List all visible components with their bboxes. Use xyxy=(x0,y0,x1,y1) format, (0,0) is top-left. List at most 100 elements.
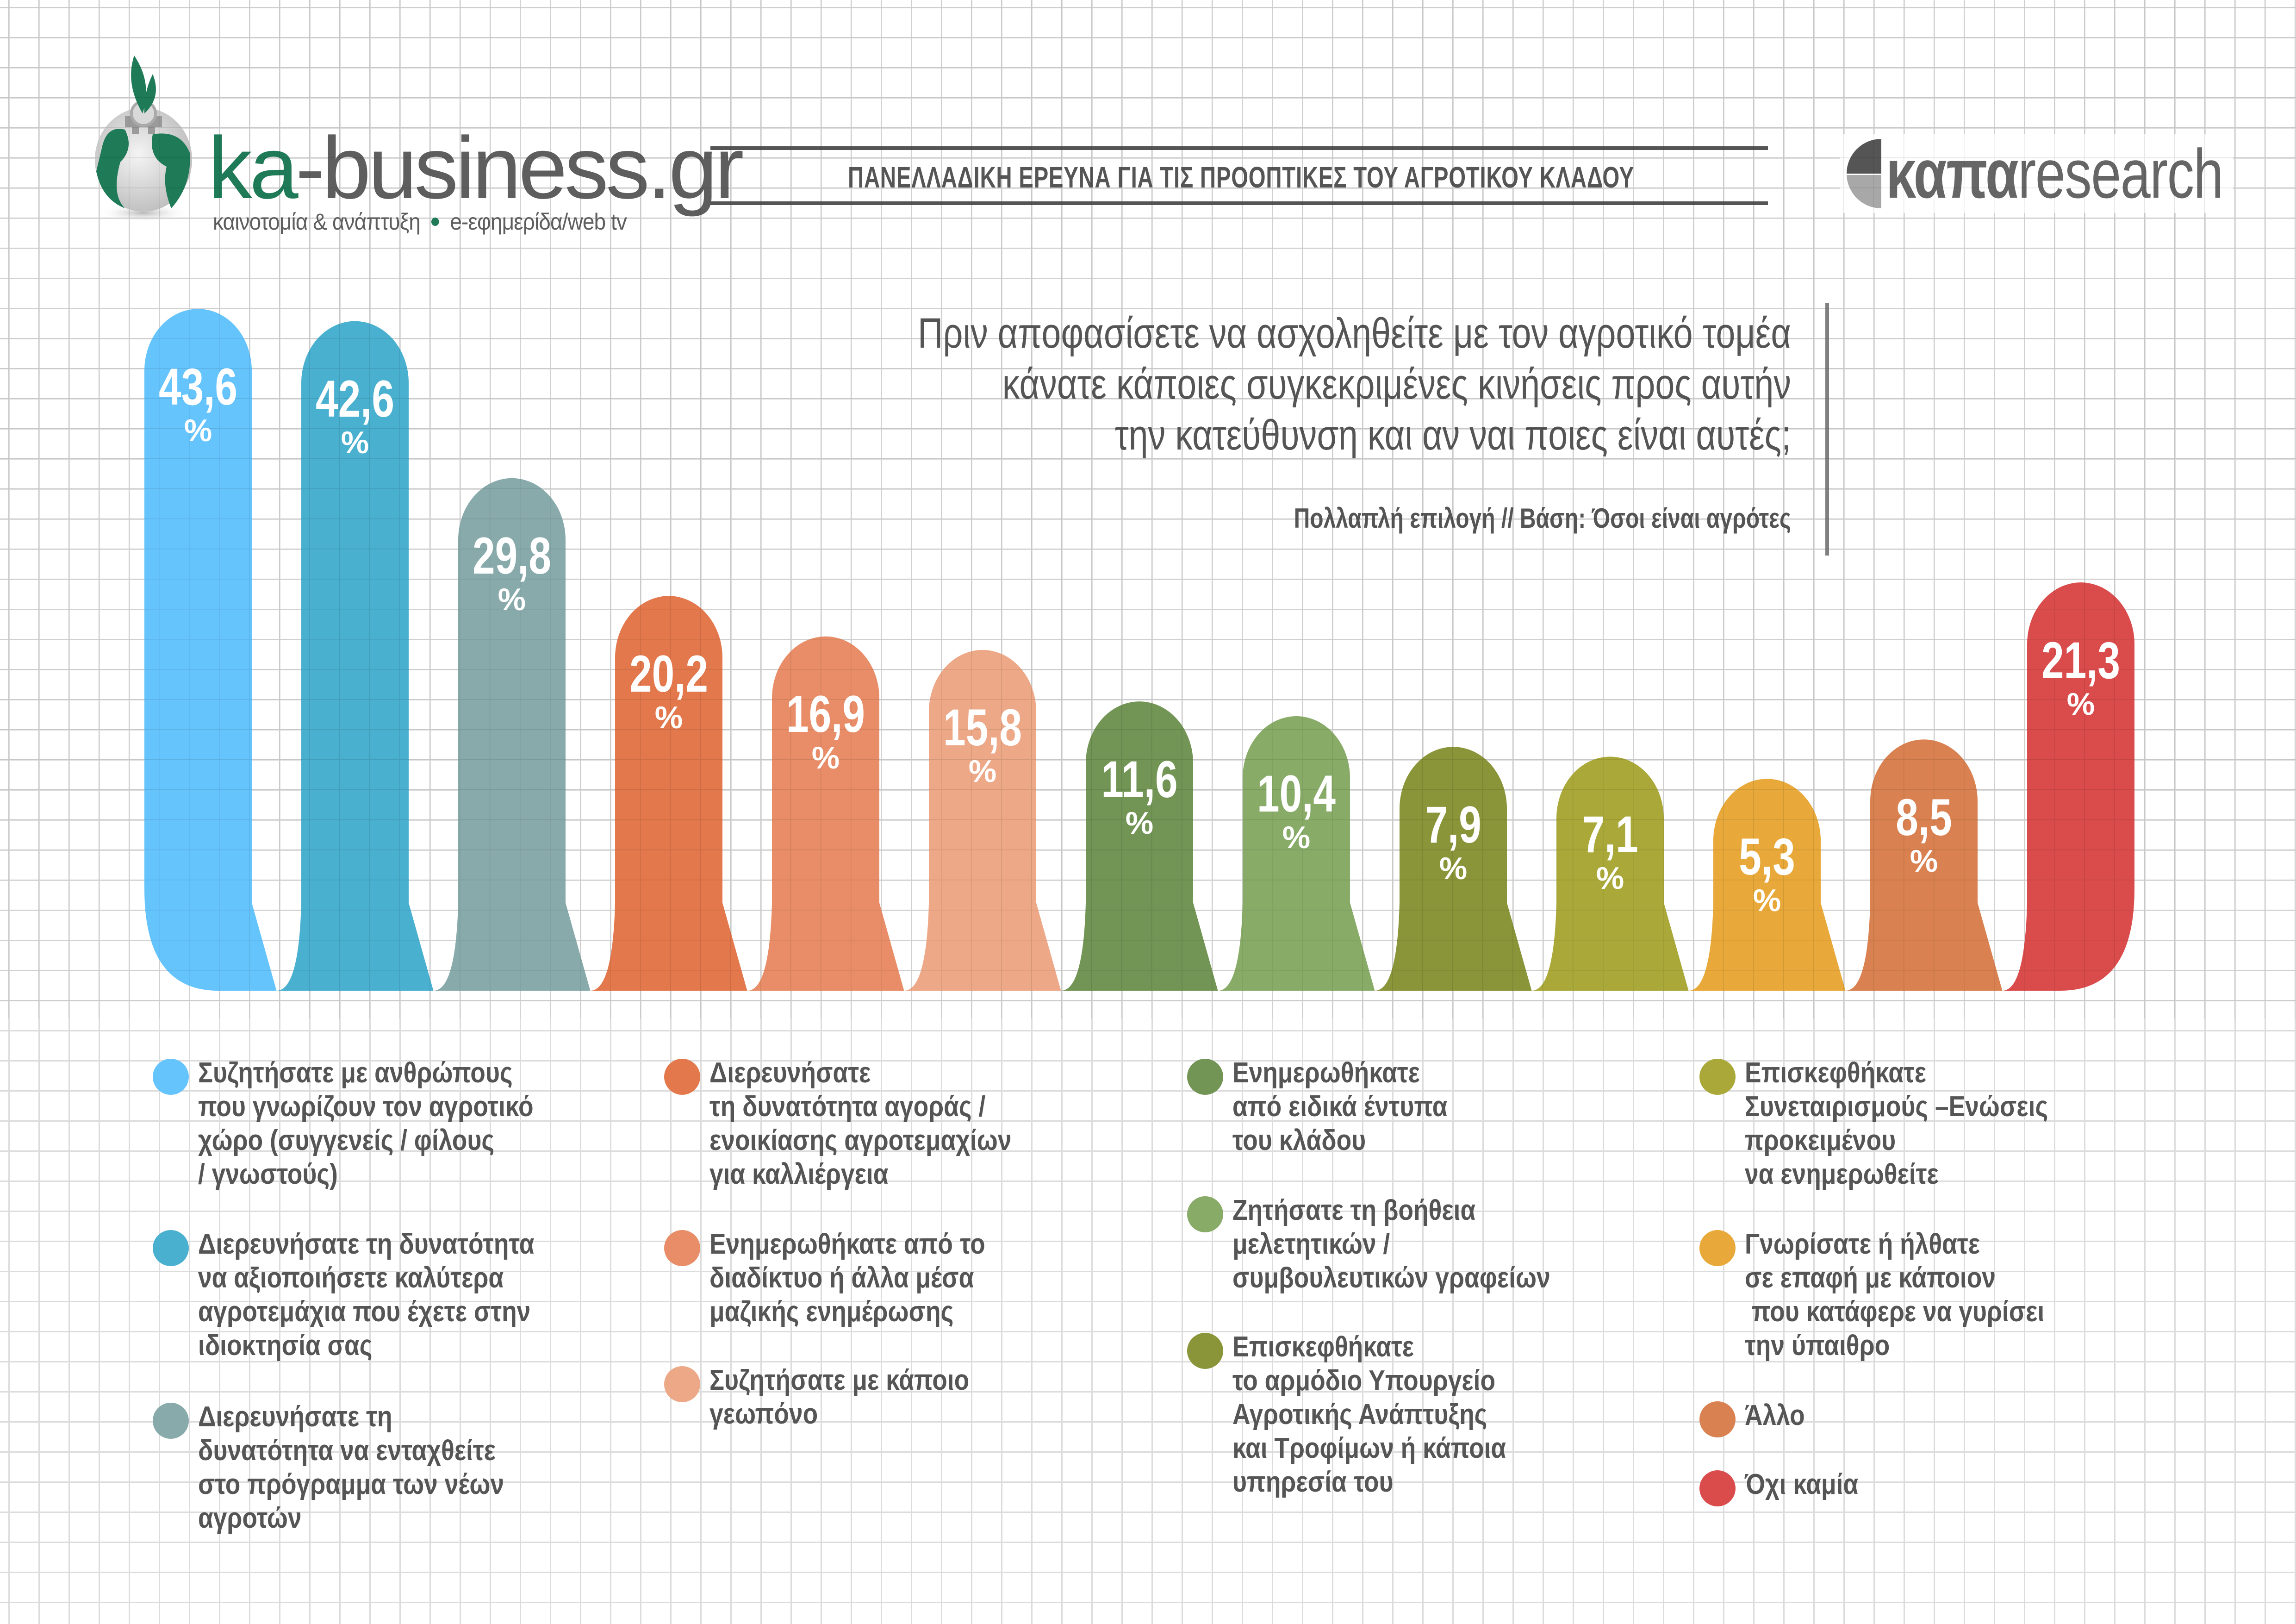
bar-value: 7,1 xyxy=(1582,805,1638,863)
bar-value-label: 7,1% xyxy=(1556,805,1664,896)
question-line: Πριν αποφασίσετε να ασχοληθείτε με τον α… xyxy=(917,310,1791,357)
bar-connector-right xyxy=(276,903,301,991)
legend-label: Άλλο xyxy=(1745,1399,1805,1431)
legend-color-dot-icon xyxy=(1699,1230,1736,1266)
legend-label: Γνωρίσατε ή ήλθατε σε επαφή με κάποιον π… xyxy=(1745,1228,2045,1362)
bar-connector-right xyxy=(433,903,458,991)
bar-value-label: 10,4% xyxy=(1243,765,1350,856)
bar-connector-left xyxy=(1036,903,1061,991)
legend-color-dot-icon xyxy=(153,1059,189,1095)
legend-color-dot-icon xyxy=(153,1403,189,1439)
bar-value-label: 15,8% xyxy=(929,702,1036,787)
bar-connector-right xyxy=(747,903,772,991)
bar-percent-sign: % xyxy=(341,425,369,461)
tagline-left: καινοτομία & ανάπτυξη xyxy=(213,209,421,235)
bar-connector-right xyxy=(904,903,929,991)
bar-connector-left xyxy=(1350,903,1375,991)
bar-connector-left xyxy=(409,903,434,991)
survey-title: ΠΑΝΕΛΛΑΔΙΚΗ ΕΡΕΥΝΑ ΓΙΑ ΤΙΣ ΠΡΟΟΠΤΙΚΕΣ ΤΟ… xyxy=(848,161,1634,194)
bar-percent-sign: % xyxy=(1596,860,1624,896)
bar xyxy=(1086,701,1193,991)
bar-connector-right xyxy=(1218,903,1243,991)
bar-connector-left xyxy=(1821,903,1846,991)
bar-value-label: 43,6% xyxy=(144,361,252,446)
bar-connector-left xyxy=(566,903,591,991)
kapa-research-wordmark: καπαresearch xyxy=(1886,139,2224,208)
bar-value: 21,3 xyxy=(2041,631,2121,689)
bar-percent-sign: % xyxy=(811,740,840,776)
bar-percent-sign: % xyxy=(1282,820,1311,856)
bar-percent-sign: % xyxy=(1753,882,1781,918)
legend-label: Συζητήσατε με κάποιο γεωπόνο xyxy=(709,1364,970,1430)
bar-value: 8,5 xyxy=(1896,788,1952,846)
bar-value-label: 16,9% xyxy=(772,688,879,774)
question-divider xyxy=(1825,303,1829,556)
question-line: κάνατε κάποιες συγκεκριμένες κινήσεις πρ… xyxy=(1002,361,1791,408)
question-text: Πριν αποφασίσετε να ασχοληθείτε με τον α… xyxy=(634,308,1791,461)
bullet-icon xyxy=(431,217,439,226)
bar-connector-right xyxy=(1531,903,1556,991)
bar-value-label: 8,5% xyxy=(1870,788,1978,879)
bar-percent-sign: % xyxy=(184,412,212,448)
ka-business-tagline: καινοτομία & ανάπτυξη e-εφημερίδα/web tv xyxy=(213,208,627,235)
bar-connector-right xyxy=(2002,903,2027,991)
bar-connector-right xyxy=(1061,903,1086,991)
bar-connector-left xyxy=(722,903,747,991)
legend-color-dot-icon xyxy=(1187,1059,1223,1095)
bar-value: 29,8 xyxy=(472,527,552,585)
bar-connector-left xyxy=(1193,903,1218,991)
question-note: Πολλαπλή επιλογή // Βάση: Όσοι είναι αγρ… xyxy=(1294,503,1791,534)
legend-color-dot-icon xyxy=(1699,1470,1736,1506)
bar-value: 16,9 xyxy=(786,685,865,743)
ka-wordmark-primary: ka xyxy=(208,119,299,217)
kapa-research-logo: καπαresearch xyxy=(1840,134,2233,213)
legend-color-dot-icon xyxy=(1187,1333,1223,1369)
survey-title-banner: ΠΑΝΕΛΛΑΔΙΚΗ ΕΡΕΥΝΑ ΓΙΑ ΤΙΣ ΠΡΟΟΠΤΙΚΕΣ ΤΟ… xyxy=(710,146,1768,205)
bar-value-label: 42,6% xyxy=(301,370,409,461)
bar-value-label: 29,8% xyxy=(458,527,566,616)
bar-connector-right xyxy=(1688,903,1713,991)
bar-percent-sign: % xyxy=(654,700,683,735)
legend-color-dot-icon xyxy=(153,1230,189,1266)
bar-value: 42,6 xyxy=(315,370,395,428)
bar-percent-sign: % xyxy=(1125,805,1154,841)
legend-color-dot-icon xyxy=(1187,1196,1223,1232)
legend-label: Διερευνήσατε τη δυνατότητα αγοράς / ενοι… xyxy=(709,1057,1012,1190)
bar-connector-right xyxy=(590,903,615,991)
legend-label: Συζητήσατε με ανθρώπους που γνωρίζουν το… xyxy=(198,1057,534,1190)
ka-wordmark-secondary: -business.gr xyxy=(295,119,744,217)
bar-value: 7,9 xyxy=(1425,795,1481,854)
bar-percent-sign: % xyxy=(1910,843,1938,879)
legend-label: Ενημερωθήκατε από το διαδίκτυο ή άλλα μέ… xyxy=(709,1228,985,1328)
kapa-wordmark-primary: καπα xyxy=(1886,135,2019,212)
bar-percent-sign: % xyxy=(968,754,997,789)
bar-value: 20,2 xyxy=(629,644,709,703)
legend-color-dot-icon xyxy=(664,1059,700,1095)
ka-business-wordmark: ka-business.gr xyxy=(208,124,744,212)
bar-value: 15,8 xyxy=(943,699,1022,757)
legend-label: Επισκεφθήκατε το αρμόδιο Υπουργείο Αγροτ… xyxy=(1232,1331,1506,1498)
legend-label: Διερευνήσατε τη δυνατότητα να ενταχθείτε… xyxy=(198,1401,504,1534)
legend-label: Ζητήσατε τη βοήθεια μελετητικών / συμβου… xyxy=(1232,1194,1550,1294)
legend-label: Όχι καμία xyxy=(1745,1468,1859,1500)
legend-color-dot-icon xyxy=(1699,1401,1736,1437)
bar-value-label: 21,3% xyxy=(2027,631,2134,720)
bar-value: 11,6 xyxy=(1101,750,1178,808)
bar-percent-sign: % xyxy=(1439,850,1468,886)
legend-color-dot-icon xyxy=(664,1230,700,1266)
bar-value-label: 5,3% xyxy=(1713,831,1821,916)
legend-label: Διερευνήσατε τη δυνατότητα να αξιοποιήσε… xyxy=(198,1228,535,1362)
bar-value: 10,4 xyxy=(1257,765,1336,823)
bar-connector-left xyxy=(1978,903,2003,991)
kapa-half-circle-icon xyxy=(1847,139,1881,208)
legend-color-dot-icon xyxy=(1699,1059,1736,1095)
bar-value-label: 7,9% xyxy=(1400,799,1507,884)
bar-connector-left xyxy=(1664,903,1689,991)
bar-value: 5,3 xyxy=(1739,827,1795,886)
bar-connector-left xyxy=(252,903,277,991)
ka-business-logo: ka-business.gr καινοτομία & ανάπτυξη e-εφ… xyxy=(74,56,744,235)
bar-connector-left xyxy=(1507,903,1532,991)
bar-value: 43,6 xyxy=(158,357,238,416)
bar-connector-right xyxy=(1375,903,1400,991)
bar-connector-left xyxy=(879,903,904,991)
